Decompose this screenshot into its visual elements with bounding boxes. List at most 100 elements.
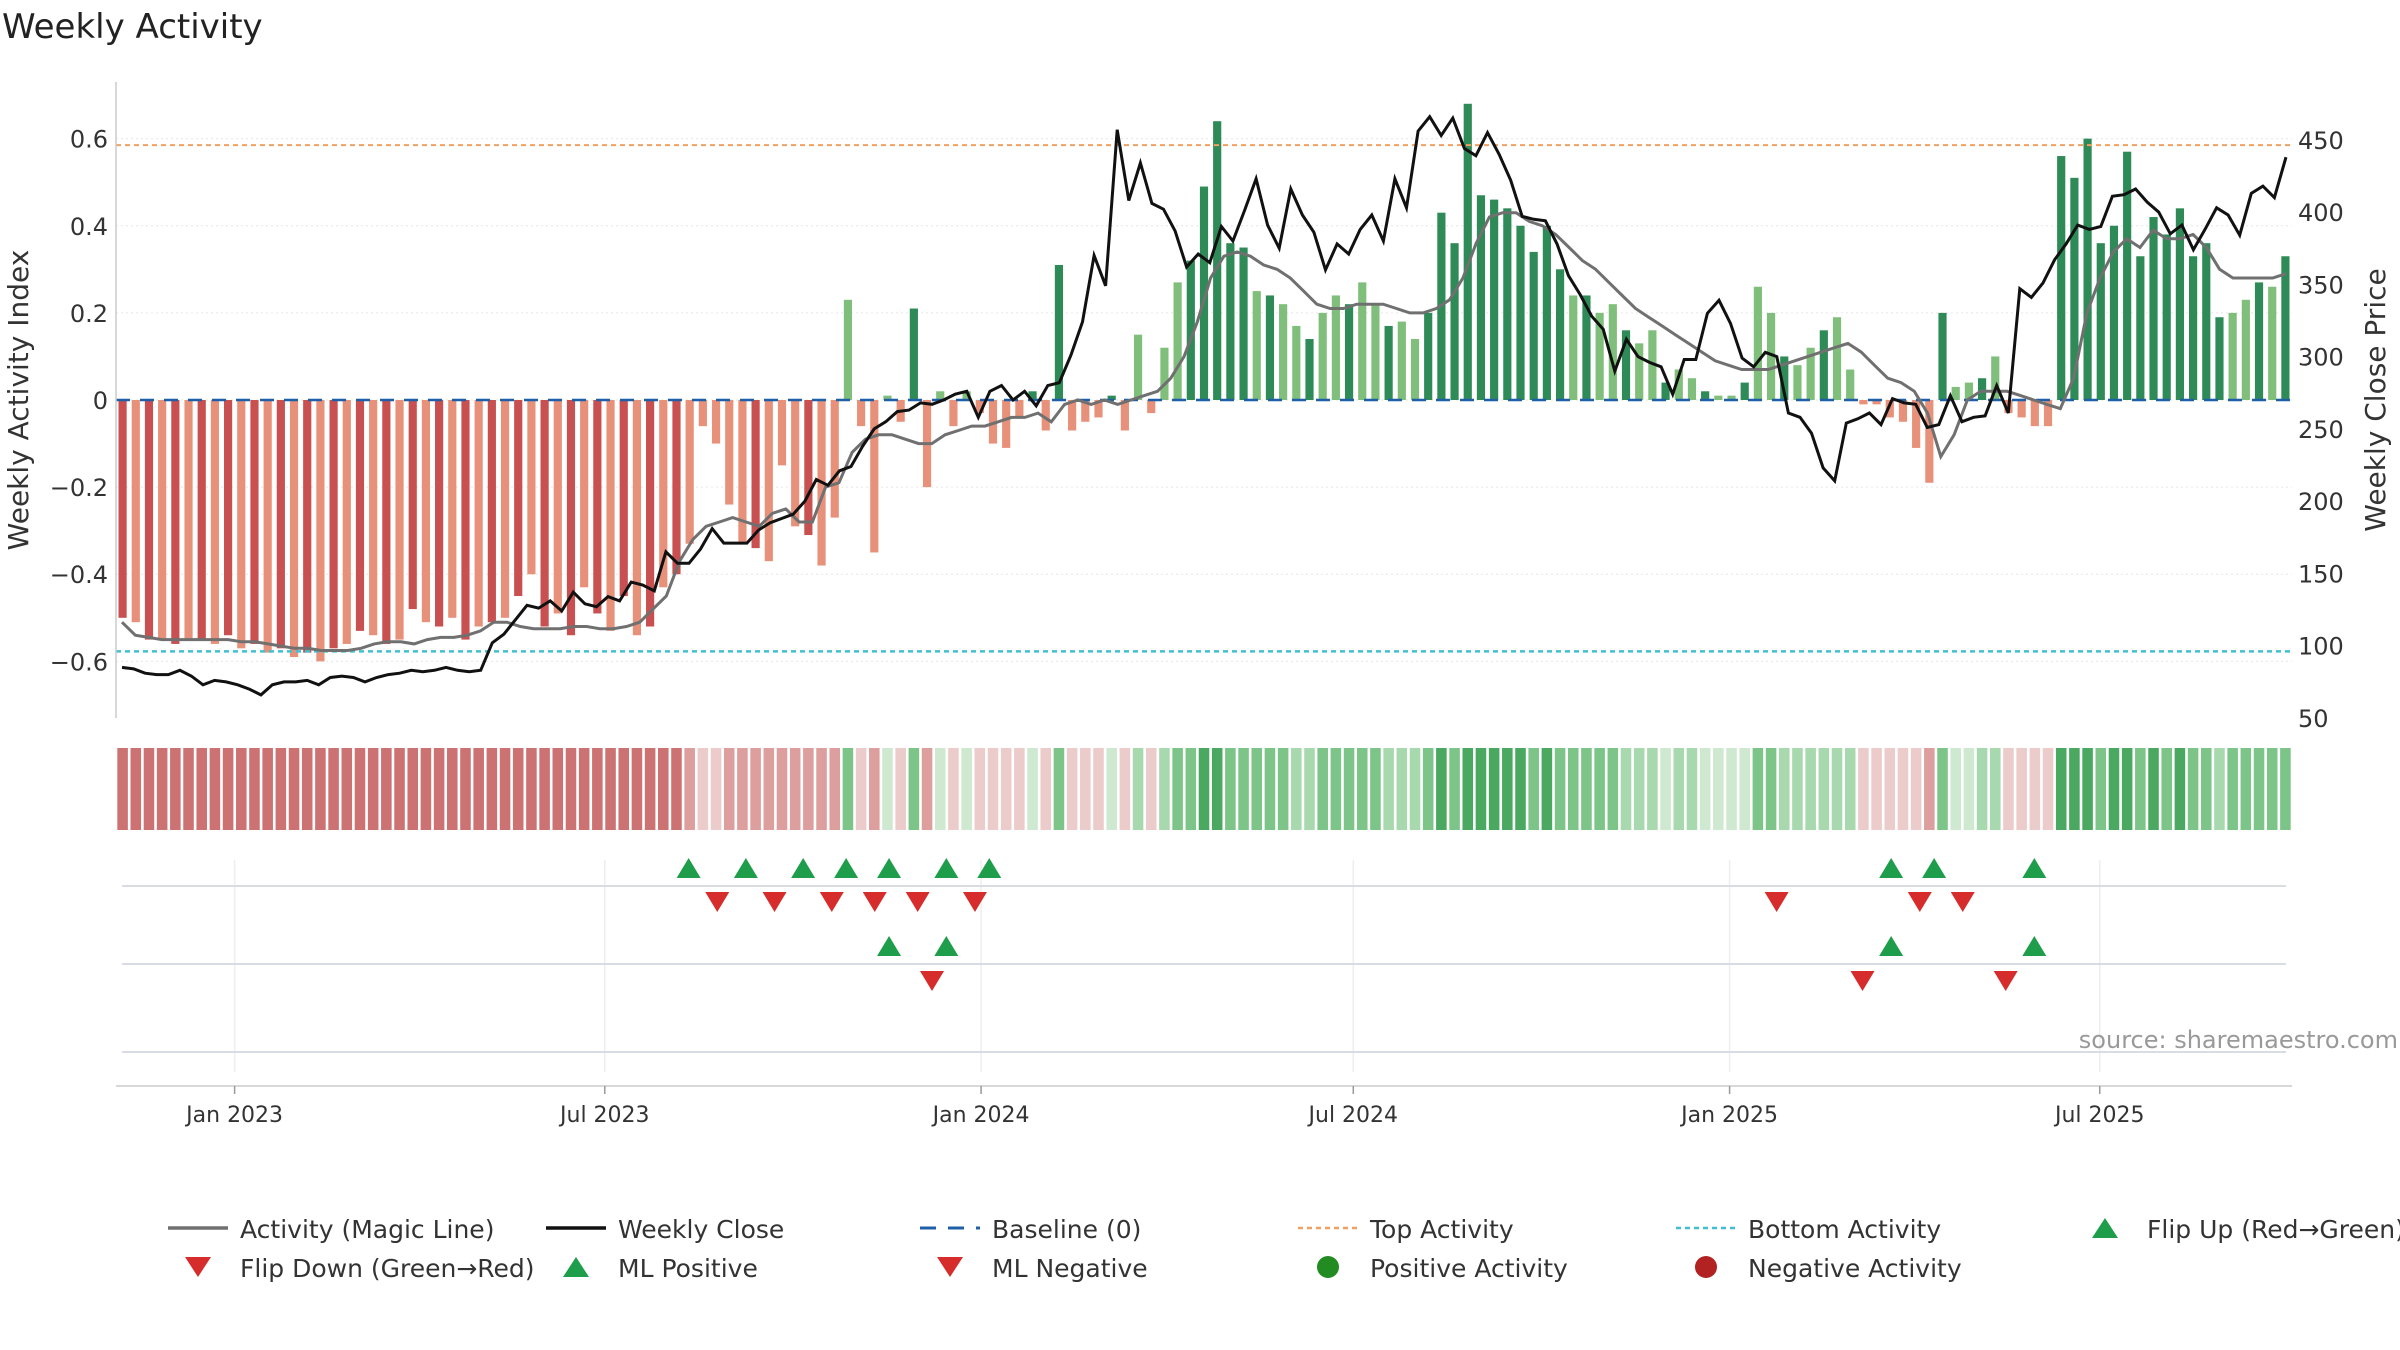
source-note: source: sharemaestro.com bbox=[2079, 1026, 2398, 1054]
activity-bar bbox=[1991, 356, 2000, 400]
activity-bar bbox=[988, 400, 998, 444]
activity-bar bbox=[1199, 186, 1209, 400]
reference-lines bbox=[116, 144, 2292, 653]
activity-bar bbox=[2202, 243, 2211, 400]
flip-up-marker bbox=[1879, 858, 1904, 878]
strip-cell bbox=[1106, 748, 1117, 830]
activity-bar bbox=[2189, 256, 2198, 400]
activity-bar bbox=[342, 400, 351, 644]
strip-cell bbox=[433, 748, 445, 830]
strip-cell bbox=[1238, 748, 1249, 830]
activity-bar bbox=[1701, 391, 1710, 400]
strip-cell bbox=[855, 748, 867, 830]
activity-bar bbox=[1806, 347, 1815, 400]
activity-bar bbox=[1133, 334, 1143, 400]
strip-cell bbox=[789, 748, 801, 830]
activity-bar bbox=[1635, 343, 1644, 400]
activity-bar bbox=[2083, 138, 2092, 401]
strip-cell bbox=[288, 748, 300, 830]
flip-up-marker bbox=[1922, 858, 1947, 878]
flip-up-marker bbox=[934, 858, 959, 878]
x-tick-label: Jul 2025 bbox=[2053, 1103, 2145, 1128]
activity-bar bbox=[949, 400, 958, 427]
strip-cell bbox=[1660, 748, 1671, 830]
legend-item-baseline: Baseline (0) bbox=[920, 1215, 1141, 1244]
strip-cell bbox=[1897, 748, 1909, 830]
strip-cell bbox=[2174, 748, 2186, 830]
strip-cell bbox=[908, 748, 920, 830]
activity-bar bbox=[527, 400, 536, 575]
activity-bar bbox=[1054, 264, 1064, 400]
activity-bar bbox=[1925, 400, 1934, 483]
activity-bar bbox=[936, 391, 945, 400]
y-right-tick-label: 300 bbox=[2298, 344, 2344, 372]
activity-bar bbox=[606, 400, 615, 631]
activity-bar bbox=[711, 400, 721, 444]
flip-down-marker bbox=[862, 892, 887, 912]
strip-cell bbox=[2253, 748, 2265, 830]
activity-bar bbox=[395, 400, 404, 640]
strip-cell bbox=[275, 748, 287, 830]
strip-cell bbox=[1383, 748, 1394, 830]
ml-positive-marker bbox=[1879, 936, 1904, 956]
activity-bar bbox=[1397, 321, 1406, 400]
strip-cell bbox=[842, 748, 854, 830]
activity-bar bbox=[580, 400, 589, 588]
activity-bar bbox=[158, 400, 167, 640]
activity-bar bbox=[2136, 256, 2145, 400]
activity-bar bbox=[2030, 400, 2039, 427]
activity-bar bbox=[197, 400, 206, 640]
activity-bar bbox=[144, 400, 154, 640]
activity-bar bbox=[1687, 378, 1697, 400]
activity-bar bbox=[2241, 299, 2250, 400]
y-right-tick-label: 50 bbox=[2298, 705, 2329, 733]
strip-cell bbox=[1185, 748, 1197, 830]
flip-up-marker bbox=[877, 858, 902, 878]
ml-negative-marker bbox=[920, 971, 944, 991]
activity-bar bbox=[1555, 269, 1565, 400]
strip-cell bbox=[869, 748, 880, 830]
activity-bar bbox=[1621, 330, 1631, 400]
strip-cell bbox=[1950, 748, 1961, 830]
activity-bar bbox=[303, 400, 312, 653]
axes: 0.6 0.4 0.2 0 −0.2 −0.4 −0.6 450 400 350 300 250 200… bbox=[50, 82, 2344, 733]
activity-bar bbox=[184, 400, 193, 640]
legend-label: Weekly Close bbox=[618, 1215, 784, 1244]
strip-cell bbox=[2003, 748, 2014, 830]
strip-cell bbox=[1396, 748, 1408, 830]
legend-label: Positive Activity bbox=[1370, 1254, 1568, 1283]
strip-cell bbox=[737, 748, 748, 830]
activity-bar bbox=[224, 400, 233, 636]
strip-cell bbox=[763, 748, 775, 830]
legend-item-close: Weekly Close bbox=[546, 1215, 784, 1244]
strip-cell bbox=[1027, 748, 1038, 830]
strip-cell bbox=[710, 748, 722, 830]
flip-up-marker bbox=[2022, 858, 2047, 878]
legend-swatch bbox=[1317, 1256, 1339, 1278]
strip-cell bbox=[328, 748, 339, 830]
activity-bar bbox=[1186, 260, 1195, 400]
flip-up-marker bbox=[791, 858, 816, 878]
strip-cell bbox=[1594, 748, 1605, 830]
activity-bar bbox=[1832, 317, 1842, 400]
strip-cell bbox=[1713, 748, 1724, 830]
legend-label: Bottom Activity bbox=[1748, 1215, 1941, 1244]
strip-cell bbox=[1093, 748, 1104, 830]
strip-cell bbox=[1633, 748, 1645, 830]
activity-color-strip bbox=[117, 748, 2291, 830]
strip-cell bbox=[1053, 748, 1065, 830]
strip-cell bbox=[1963, 748, 1975, 830]
activity-bar bbox=[975, 400, 984, 414]
strip-cell bbox=[948, 748, 959, 830]
strip-cell bbox=[1080, 748, 1091, 830]
activity-bar bbox=[1226, 243, 1235, 400]
activity-bar bbox=[263, 400, 272, 653]
ml-positive-marker bbox=[934, 936, 959, 956]
activity-bar bbox=[474, 400, 483, 627]
activity-bar bbox=[1912, 400, 1921, 448]
activity-bar bbox=[1344, 304, 1354, 400]
flip-down-marker bbox=[1764, 892, 1789, 912]
activity-bar bbox=[619, 400, 628, 597]
strip-cell bbox=[2042, 748, 2054, 830]
